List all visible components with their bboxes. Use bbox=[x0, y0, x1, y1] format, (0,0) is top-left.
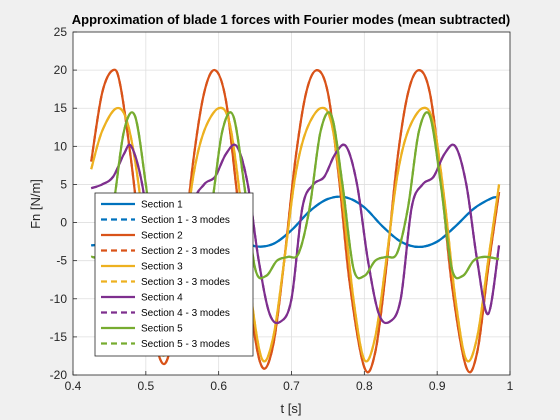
legend-label: Section 1 bbox=[141, 200, 183, 211]
y-tick-label: 25 bbox=[54, 25, 68, 39]
y-tick-label: -20 bbox=[50, 368, 68, 382]
x-tick-label: 1 bbox=[507, 379, 514, 393]
x-tick-label: 0.5 bbox=[137, 379, 154, 393]
y-tick-label: 10 bbox=[54, 139, 68, 153]
legend-label: Section 3 bbox=[141, 262, 183, 273]
x-tick-label: 0.8 bbox=[356, 379, 373, 393]
legend-label: Section 2 bbox=[141, 231, 183, 242]
y-tick-label: 0 bbox=[60, 216, 67, 230]
legend: Section 1 Section 1 - 3 modes Section 2 Sec… bbox=[95, 193, 253, 356]
chart-title: Approximation of blade 1 forces with Fou… bbox=[72, 12, 510, 27]
y-tick-label: 5 bbox=[60, 177, 67, 191]
y-tick-label: -15 bbox=[50, 330, 68, 344]
y-tick-label: 20 bbox=[54, 63, 68, 77]
x-tick-label: 0.7 bbox=[283, 379, 300, 393]
legend-label: Section 1 - 3 modes bbox=[141, 215, 230, 226]
legend-label: Section 4 bbox=[141, 293, 183, 304]
y-axis-label: Fn [N/m] bbox=[28, 179, 43, 229]
y-tick-label: -10 bbox=[50, 292, 68, 306]
x-tick-label: 0.6 bbox=[210, 379, 227, 393]
legend-label: Section 5 bbox=[141, 324, 183, 335]
y-tick-label: -5 bbox=[56, 254, 67, 268]
x-axis-label: t [s] bbox=[281, 401, 302, 416]
x-tick-label: 0.4 bbox=[65, 379, 82, 393]
y-tick-label: 15 bbox=[54, 101, 68, 115]
legend-label: Section 4 - 3 modes bbox=[141, 308, 230, 319]
legend-label: Section 2 - 3 modes bbox=[141, 246, 230, 257]
x-tick-label: 0.9 bbox=[429, 379, 446, 393]
legend-label: Section 3 - 3 modes bbox=[141, 277, 230, 288]
legend-label: Section 5 - 3 modes bbox=[141, 339, 230, 350]
